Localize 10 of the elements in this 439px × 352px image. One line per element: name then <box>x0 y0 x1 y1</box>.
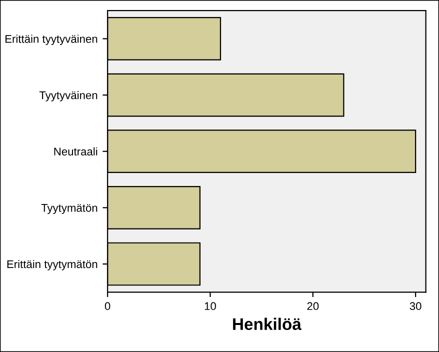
y-tick-label: Neutraali <box>54 147 98 156</box>
y-tick-label: Erittäin tyytymätön <box>7 260 98 270</box>
x-tick-label: 20 <box>307 302 319 310</box>
x-tick-label: 0 <box>104 302 110 310</box>
y-tick-label: Tyytyväinen <box>39 91 98 102</box>
x-tick-label: 30 <box>410 302 422 310</box>
x-tick-label: 10 <box>204 302 216 310</box>
y-tick-label: Erittäin tyytyväinen <box>6 34 98 46</box>
x-axis-title: Henkilöä <box>233 318 302 330</box>
y-tick-label: Tyytymätön <box>41 204 98 214</box>
